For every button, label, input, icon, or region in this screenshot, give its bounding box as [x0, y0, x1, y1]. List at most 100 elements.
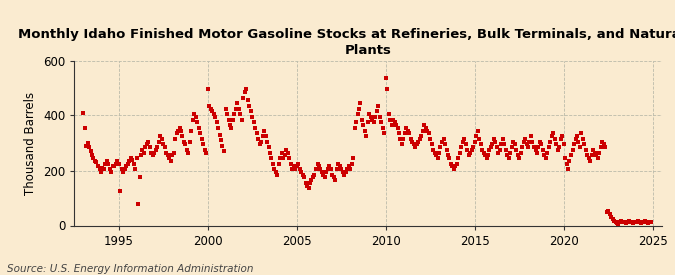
Point	[230, 106, 241, 111]
Point	[626, 220, 637, 225]
Point	[210, 115, 221, 119]
Point	[294, 167, 305, 171]
Point	[443, 153, 454, 158]
Point	[454, 150, 465, 155]
Point	[552, 148, 563, 152]
Point	[338, 170, 348, 174]
Point	[554, 145, 564, 149]
Point	[106, 170, 117, 174]
Point	[426, 142, 437, 147]
Point	[144, 145, 155, 149]
Point	[608, 217, 618, 222]
Point	[349, 126, 360, 130]
Point	[201, 150, 212, 155]
Point	[263, 145, 274, 149]
Point	[126, 156, 136, 160]
Point	[564, 159, 575, 163]
Point	[335, 167, 346, 171]
Point	[188, 117, 198, 122]
Point	[529, 145, 539, 149]
Point	[573, 139, 584, 144]
Point	[491, 145, 502, 149]
Point	[124, 159, 134, 163]
Point	[317, 170, 327, 174]
Point	[171, 131, 182, 136]
Point	[631, 220, 642, 224]
Point	[479, 153, 490, 158]
Point	[646, 220, 657, 224]
Point	[220, 106, 231, 111]
Point	[535, 139, 545, 144]
Point	[281, 148, 292, 152]
Point	[429, 150, 440, 155]
Point	[406, 137, 416, 141]
Point	[240, 90, 250, 94]
Point	[250, 126, 261, 130]
Point	[180, 142, 191, 147]
Point	[198, 142, 209, 147]
Point	[369, 120, 379, 125]
Point	[183, 150, 194, 155]
Point	[414, 137, 425, 141]
Point	[199, 148, 210, 152]
Point	[328, 175, 339, 180]
Point	[639, 220, 649, 224]
Point	[497, 137, 508, 141]
Point	[566, 153, 576, 158]
Point	[637, 220, 648, 225]
Point	[229, 112, 240, 116]
Point	[137, 148, 148, 152]
Point	[339, 172, 350, 177]
Point	[109, 164, 119, 169]
Point	[358, 123, 369, 127]
Point	[408, 142, 419, 147]
Point	[354, 106, 364, 111]
Point	[463, 153, 474, 158]
Point	[401, 126, 412, 130]
Point	[541, 156, 551, 160]
Point	[522, 145, 533, 149]
Point	[466, 148, 477, 152]
Point	[211, 120, 222, 125]
Point	[259, 128, 269, 133]
Point	[103, 161, 114, 166]
Point	[531, 150, 542, 155]
Point	[495, 148, 506, 152]
Point	[299, 175, 310, 180]
Point	[397, 142, 408, 147]
Point	[88, 156, 99, 160]
Point	[182, 148, 192, 152]
Point	[269, 167, 280, 171]
Point	[556, 137, 566, 141]
Point	[348, 156, 358, 160]
Point	[134, 175, 145, 180]
Point	[484, 148, 495, 152]
Point	[500, 148, 511, 152]
Point	[361, 134, 372, 138]
Point	[604, 212, 615, 216]
Point	[116, 167, 127, 171]
Point	[437, 139, 448, 144]
Point	[448, 167, 459, 171]
Point	[352, 112, 363, 116]
Point	[530, 148, 541, 152]
Point	[101, 159, 112, 163]
Point	[257, 134, 268, 138]
Point	[266, 156, 277, 160]
Point	[293, 161, 304, 166]
Point	[585, 159, 596, 163]
Point	[386, 123, 397, 127]
Point	[459, 137, 470, 141]
Point	[91, 160, 102, 164]
Point	[362, 120, 373, 125]
Point	[202, 87, 213, 92]
Point	[379, 131, 389, 136]
Point	[521, 142, 532, 147]
Point	[207, 109, 217, 114]
Point	[620, 221, 631, 225]
Point	[225, 123, 236, 127]
Point	[177, 134, 188, 138]
Point	[297, 172, 308, 177]
Point	[300, 181, 311, 185]
Point	[256, 139, 267, 144]
